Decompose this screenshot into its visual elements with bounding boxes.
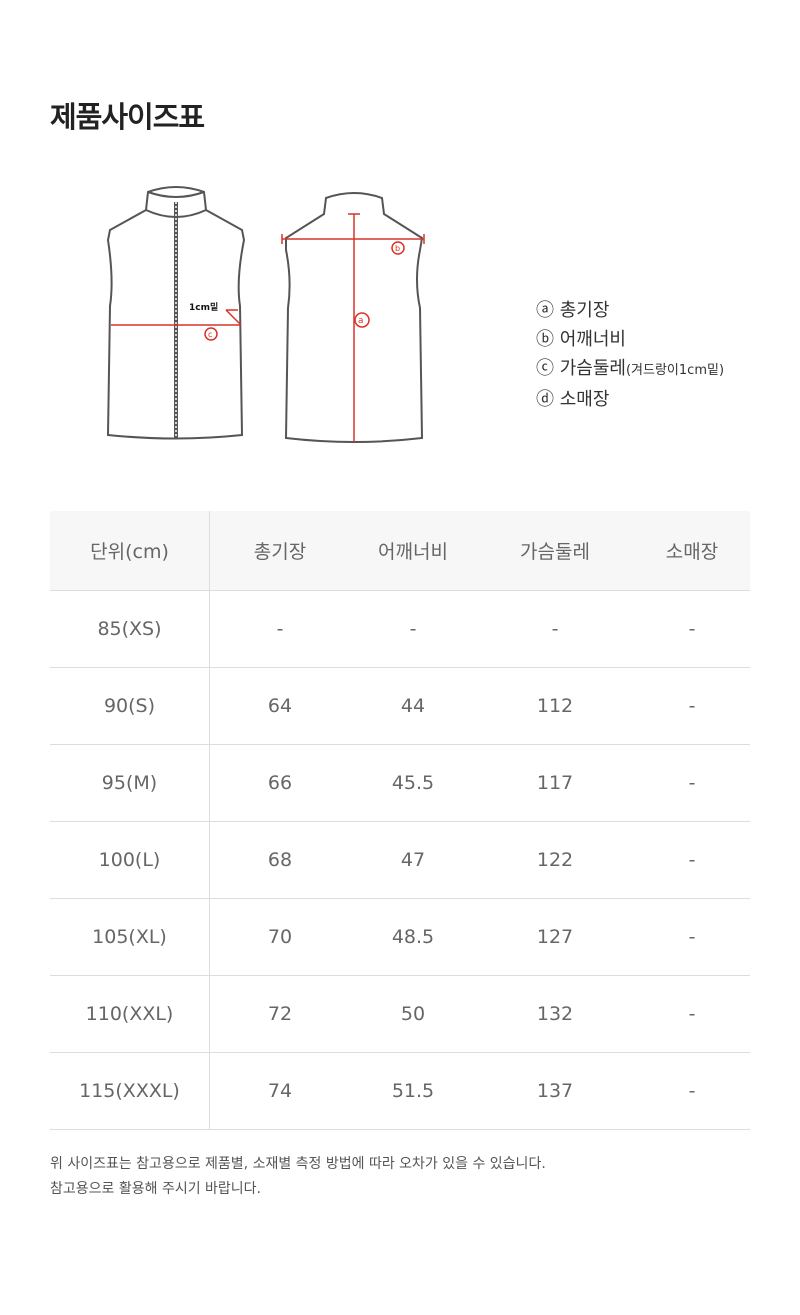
size-cell: 95(M): [50, 744, 210, 822]
value-cell: 122: [476, 821, 634, 899]
legend-item: ⓓ 소매장: [536, 385, 724, 414]
legend-mark: ⓓ: [536, 389, 554, 410]
legend-note: (겨드랑이1cm밑): [625, 363, 725, 378]
value-cell: 72: [209, 975, 350, 1053]
header-length: 총기장: [209, 511, 350, 591]
legend-text: 소매장: [559, 389, 610, 410]
value-cell: 68: [209, 821, 350, 899]
value-cell: -: [634, 975, 750, 1053]
legend-mark: ⓒ: [536, 358, 554, 379]
value-cell: 48.5: [350, 898, 476, 976]
length-and-shoulder-measure: [281, 213, 425, 442]
size-cell: 115(XXXL): [50, 1052, 210, 1130]
size-cell: 100(L): [50, 821, 210, 899]
value-cell: 44: [350, 667, 476, 745]
value-cell: -: [634, 744, 750, 822]
header-chest: 가슴둘레: [476, 511, 634, 591]
header-unit: 단위(cm): [50, 511, 210, 591]
marker-a: a: [358, 316, 364, 326]
value-cell: 127: [476, 898, 634, 976]
value-cell: 70: [209, 898, 350, 976]
legend-text: 가슴둘레: [559, 358, 626, 379]
table-row: 90(S) 64 44 112-: [50, 667, 750, 745]
size-cell: 110(XXL): [50, 975, 210, 1053]
measurement-legend: ⓐ 총기장 ⓑ 어깨너비 ⓒ 가슴둘레(겨드랑이1cm밑) ⓓ 소매장: [536, 296, 724, 414]
value-cell: 74: [209, 1052, 350, 1130]
value-cell: -: [634, 898, 750, 976]
size-cell: 105(XL): [50, 898, 210, 976]
disclaimer: 위 사이즈표는 참고용으로 제품별, 소재별 측정 방법에 따라 오차가 있을 …: [50, 1152, 546, 1202]
value-cell: 45.5: [350, 744, 476, 822]
legend-text: 총기장: [559, 300, 610, 321]
disclaimer-line: 참고용으로 활용해 주시기 바랍니다.: [50, 1181, 261, 1197]
table-row: 95(M) 66 45.5 117-: [50, 744, 750, 822]
table-row: 115(XXXL) 74 51.5 137-: [50, 1052, 750, 1130]
legend-item: ⓑ 어깨너비: [536, 325, 724, 354]
value-cell: -: [634, 821, 750, 899]
marker-b: b: [395, 244, 400, 253]
table-row: 100(L) 68 47 122-: [50, 821, 750, 899]
value-cell: 64: [209, 667, 350, 745]
disclaimer-line: 위 사이즈표는 참고용으로 제품별, 소재별 측정 방법에 따라 오차가 있을 …: [50, 1156, 546, 1172]
vest-front-illustration: [106, 186, 246, 440]
value-cell: -: [350, 590, 476, 668]
value-cell: 117: [476, 744, 634, 822]
header-sleeve: 소매장: [634, 511, 750, 591]
table-row: 105(XL) 70 48.5 127-: [50, 898, 750, 976]
legend-text: 어깨너비: [559, 329, 626, 350]
value-cell: 137: [476, 1052, 634, 1130]
label-1cm: 1cm밑: [189, 301, 218, 313]
table-header-row: 단위(cm) 총기장 어깨너비 가슴둘레 소매장: [50, 511, 750, 591]
size-cell: 90(S): [50, 667, 210, 745]
vest-diagram: 1cm밑 c a b: [106, 186, 425, 443]
size-cell: 85(XS): [50, 590, 210, 668]
value-cell: -: [209, 590, 350, 668]
value-cell: 112: [476, 667, 634, 745]
legend-item: ⓒ 가슴둘레(겨드랑이1cm밑): [536, 354, 724, 385]
table-row: 85(XS) - - - -: [50, 590, 750, 668]
value-cell: 132: [476, 975, 634, 1053]
legend-item: ⓐ 총기장: [536, 296, 724, 325]
value-cell: 50: [350, 975, 476, 1053]
value-cell: -: [634, 1052, 750, 1130]
value-cell: -: [634, 590, 750, 668]
table-row: 110(XXL) 72 50 132-: [50, 975, 750, 1053]
value-cell: 47: [350, 821, 476, 899]
legend-mark: ⓐ: [536, 300, 554, 321]
value-cell: 66: [209, 744, 350, 822]
page-title: 제품사이즈표: [50, 100, 205, 134]
size-table: 단위(cm) 총기장 어깨너비 가슴둘레 소매장 85(XS) - - - -90(S)…: [50, 511, 750, 1130]
value-cell: -: [476, 590, 634, 668]
value-cell: -: [634, 667, 750, 745]
legend-mark: ⓑ: [536, 329, 554, 350]
header-shoulder: 어깨너비: [350, 511, 476, 591]
value-cell: 51.5: [350, 1052, 476, 1130]
marker-c: c: [208, 330, 212, 339]
chest-measure: [111, 309, 242, 341]
